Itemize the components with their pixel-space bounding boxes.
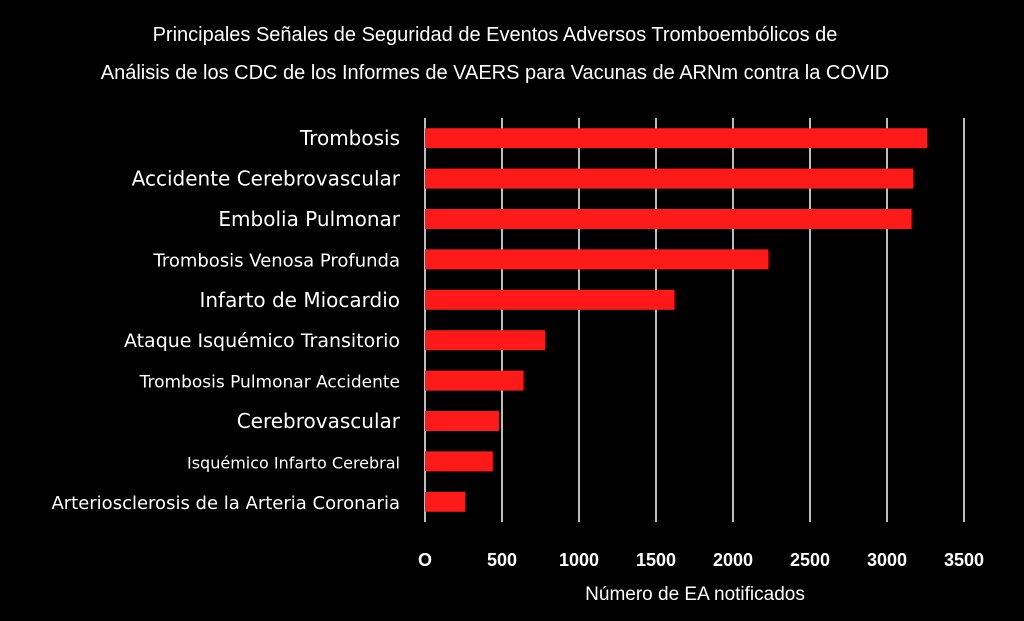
- bar: [425, 451, 493, 472]
- bar: [425, 491, 466, 512]
- category-labels: Trombosis Accidente Cerebrovascular Emboli…: [51, 126, 400, 514]
- category-label: Cerebrovascular: [237, 409, 401, 433]
- x-axis-label: Número de EA notificados: [585, 584, 805, 605]
- x-tick-labels: O 500 1000 1500 2000 2500 3000 3500: [418, 550, 984, 570]
- x-tick-label: 2500: [790, 550, 830, 570]
- category-label: Embolia Pulmonar: [218, 207, 400, 231]
- bar: [425, 128, 928, 149]
- x-tick-label: 2000: [713, 550, 753, 570]
- chart-title: Principales Señales de Seguridad de Even…: [152, 24, 838, 46]
- chart-subtitle: Análisis de los CDC de los Informes de V…: [100, 62, 890, 84]
- category-label: Trombosis Pulmonar Accidente: [139, 373, 400, 393]
- category-label: Trombosis Venosa Profunda: [152, 250, 400, 271]
- x-tick-label: 3000: [867, 550, 907, 570]
- bar: [425, 370, 524, 391]
- x-tick-label: 1500: [636, 550, 676, 570]
- bar: [425, 411, 499, 431]
- bar: [425, 249, 769, 270]
- bar: [425, 209, 912, 229]
- bar: [425, 168, 914, 189]
- category-label: Accidente Cerebrovascular: [132, 167, 401, 191]
- category-label: Arteriosclerosis de la Arteria Coronaria: [51, 493, 400, 514]
- bar: [425, 289, 675, 310]
- x-tick-label: 1000: [559, 550, 599, 570]
- category-label: Infarto de Miocardio: [199, 288, 400, 312]
- category-label: Isquémico Infarto Cerebral: [187, 453, 400, 472]
- category-label: Trombosis: [299, 126, 400, 150]
- x-tick-label: 3500: [944, 550, 984, 570]
- category-label: Ataque Isquémico Transitorio: [124, 330, 400, 352]
- bar: [425, 330, 546, 351]
- x-tick-label: 500: [487, 550, 517, 570]
- x-tick-label: O: [418, 550, 432, 570]
- bars: [425, 128, 928, 512]
